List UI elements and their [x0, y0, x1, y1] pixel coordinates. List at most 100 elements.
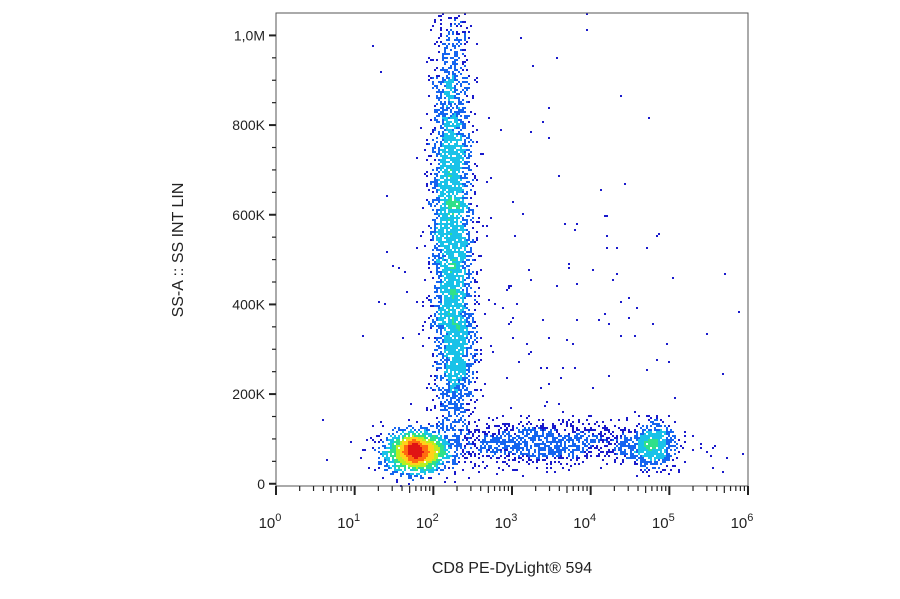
- data-point: [448, 223, 450, 225]
- data-point: [430, 457, 432, 459]
- data-point: [450, 125, 452, 127]
- data-point: [434, 247, 436, 249]
- data-point: [444, 69, 446, 71]
- data-point: [440, 145, 442, 147]
- data-point: [462, 293, 464, 295]
- data-point: [444, 215, 446, 217]
- data-point: [530, 131, 532, 133]
- data-point: [440, 243, 442, 245]
- data-point: [652, 449, 654, 451]
- data-point: [442, 305, 444, 307]
- data-point: [440, 403, 442, 405]
- data-point: [506, 447, 508, 449]
- data-point: [452, 463, 454, 465]
- data-point: [390, 451, 392, 453]
- data-point: [454, 179, 456, 181]
- data-point: [452, 215, 454, 217]
- data-point: [632, 441, 634, 443]
- data-point: [464, 203, 466, 205]
- data-point: [520, 431, 522, 433]
- data-point: [634, 443, 636, 445]
- data-point: [460, 91, 462, 93]
- data-point: [436, 463, 438, 465]
- data-point: [462, 301, 464, 303]
- data-point: [658, 457, 660, 459]
- data-point: [464, 423, 466, 425]
- data-point: [464, 229, 466, 231]
- data-point: [440, 367, 442, 369]
- data-point: [454, 299, 456, 301]
- data-point: [438, 325, 440, 327]
- data-point: [440, 313, 442, 315]
- data-point: [656, 435, 658, 437]
- data-point: [504, 449, 506, 451]
- data-point: [460, 149, 462, 151]
- data-point: [618, 449, 620, 451]
- data-point: [398, 467, 400, 469]
- data-point: [448, 143, 450, 145]
- data-point: [416, 455, 418, 457]
- data-point: [454, 97, 456, 99]
- data-point: [464, 161, 466, 163]
- data-point: [458, 385, 460, 387]
- data-point: [456, 151, 458, 153]
- data-point: [436, 267, 438, 269]
- data-point: [464, 323, 466, 325]
- data-point: [464, 141, 466, 143]
- data-point: [624, 451, 626, 453]
- data-point: [468, 209, 470, 211]
- data-point: [326, 459, 328, 461]
- data-point: [466, 181, 468, 183]
- data-point: [492, 419, 494, 421]
- data-point: [416, 443, 418, 445]
- data-point: [436, 121, 438, 123]
- data-point: [460, 429, 462, 431]
- data-point: [444, 205, 446, 207]
- data-point: [440, 135, 442, 137]
- data-point: [432, 441, 434, 443]
- data-point: [444, 305, 446, 307]
- data-point: [658, 467, 660, 469]
- data-point: [462, 167, 464, 169]
- data-point: [492, 441, 494, 443]
- data-point: [454, 335, 456, 337]
- data-point: [588, 451, 590, 453]
- data-point: [468, 369, 470, 371]
- data-point: [378, 461, 380, 463]
- data-point: [440, 455, 442, 457]
- data-point: [436, 445, 438, 447]
- data-point: [422, 301, 424, 303]
- data-point: [488, 455, 490, 457]
- data-point: [462, 377, 464, 379]
- data-point: [454, 251, 456, 253]
- data-point: [416, 441, 418, 443]
- data-point: [446, 183, 448, 185]
- data-point: [582, 441, 584, 443]
- data-point: [442, 89, 444, 91]
- data-point: [456, 17, 458, 19]
- data-point: [558, 403, 560, 405]
- data-point: [446, 441, 448, 443]
- data-point: [472, 363, 474, 365]
- data-point: [462, 103, 464, 105]
- data-point: [536, 443, 538, 445]
- data-point: [634, 447, 636, 449]
- data-point: [406, 437, 408, 439]
- data-point: [528, 455, 530, 457]
- data-point: [444, 301, 446, 303]
- data-point: [442, 203, 444, 205]
- data-point: [458, 161, 460, 163]
- data-point: [572, 453, 574, 455]
- data-point: [452, 225, 454, 227]
- data-point: [576, 429, 578, 431]
- data-point: [454, 357, 456, 359]
- data-point: [520, 443, 522, 445]
- data-point: [446, 157, 448, 159]
- data-point: [540, 425, 542, 427]
- data-point: [558, 175, 560, 177]
- data-point: [408, 467, 410, 469]
- data-point: [454, 445, 456, 447]
- data-point: [458, 175, 460, 177]
- data-point: [480, 349, 482, 351]
- data-point: [514, 433, 516, 435]
